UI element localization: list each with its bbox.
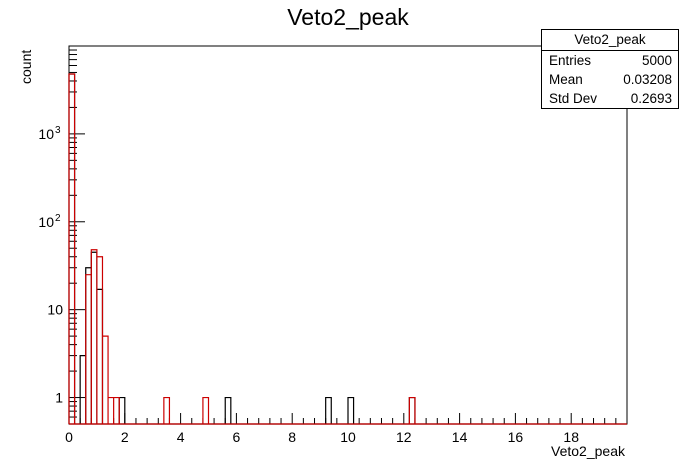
x-tick-label: 10 <box>340 429 356 445</box>
x-tick-label: 14 <box>452 429 468 445</box>
histogram-bin <box>108 398 114 424</box>
histogram-bin <box>97 289 103 424</box>
stats-mean-label: Mean <box>549 72 583 87</box>
y-tick-label: 10 <box>38 126 54 142</box>
x-tick-label: 18 <box>563 429 579 445</box>
x-tick-label: 8 <box>288 429 296 445</box>
y-tick-label: 10 <box>47 302 63 318</box>
x-tick-label: 2 <box>121 429 129 445</box>
x-tick-label: 16 <box>508 429 524 445</box>
histogram-series-1 <box>68 73 416 424</box>
stats-box-title: Veto2_peak <box>542 30 678 51</box>
x-tick-label: 4 <box>177 429 185 445</box>
histogram-bin <box>80 356 86 424</box>
stats-entries-value: 5000 <box>641 53 672 68</box>
stats-stddev-value: 0.2693 <box>630 91 672 106</box>
histogram-bin <box>203 398 209 424</box>
y-tick-exponent: 3 <box>55 125 61 136</box>
x-axis-label: Veto2_peak <box>551 443 625 459</box>
x-tick-label: 12 <box>396 429 412 445</box>
histogram-bin <box>409 398 415 424</box>
stats-row-stddev: Std Dev 0.2693 <box>542 89 678 108</box>
histogram-bin <box>86 268 92 424</box>
stats-row-entries: Entries 5000 <box>542 51 678 70</box>
stats-mean-value: 0.03208 <box>623 72 672 87</box>
histogram-bin <box>114 398 120 424</box>
histogram-bin <box>91 250 97 424</box>
x-tick-label: 6 <box>233 429 241 445</box>
chart-title: Veto2_peak <box>287 4 409 30</box>
y-axis-label: count <box>18 49 34 84</box>
histogram-bin <box>326 398 332 424</box>
y-tick-label: 1 <box>55 390 63 406</box>
histogram-bin <box>91 252 97 424</box>
stats-box: Veto2_peak Entries 5000 Mean 0.03208 Std… <box>541 29 679 109</box>
histogram-bin <box>102 336 108 424</box>
histogram-bin <box>164 398 170 424</box>
stats-row-mean: Mean 0.03208 <box>542 70 678 89</box>
histogram-bin <box>409 398 415 424</box>
histogram-bin <box>119 398 125 424</box>
histogram-bin <box>348 398 354 424</box>
x-tick-label: 0 <box>65 429 73 445</box>
histogram-bin <box>225 398 231 424</box>
histogram-bin <box>86 275 92 424</box>
stats-entries-label: Entries <box>549 53 592 68</box>
histogram-bin <box>97 257 103 424</box>
y-tick-exponent: 2 <box>55 213 61 224</box>
stats-stddev-label: Std Dev <box>549 91 598 106</box>
y-tick-label: 10 <box>38 214 54 230</box>
histogram-series-2 <box>68 73 416 424</box>
